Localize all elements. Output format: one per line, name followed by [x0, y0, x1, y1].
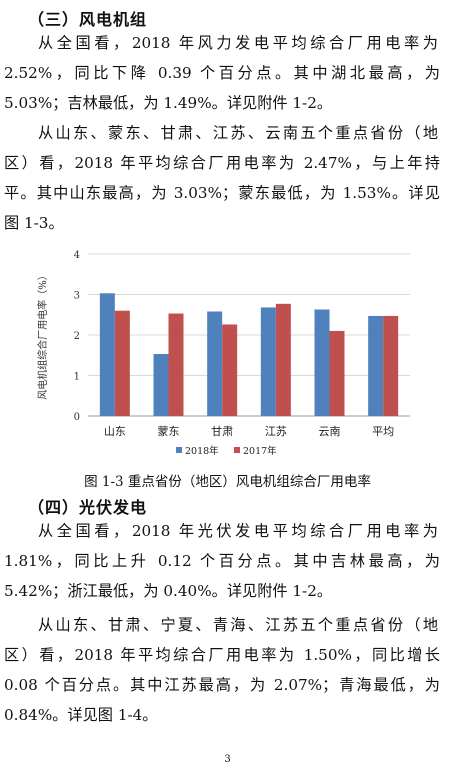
bar [383, 315, 399, 416]
text-line: 从山东、蒙东、甘肃、江苏、云南五个重点省份（地 [38, 124, 438, 142]
text-line: 0.08 个百分点。其中江苏最高，为 2.07%；青海最低，为 [4, 676, 440, 694]
text-line: 图 1-3。 [4, 214, 64, 232]
text-line: 2.52%，同比下降 0.39 个百分点。其中湖北最高，为 [4, 64, 440, 82]
bar [99, 293, 115, 416]
y-tick-label: 4 [74, 250, 80, 261]
y-axis-title: 风电机组综合厂用电率（%） [36, 270, 49, 400]
y-tick-label: 3 [74, 291, 80, 302]
text-line: 平。其中山东最高，为 3.03%；蒙东最低，为 1.53%。详见 [4, 184, 440, 202]
text-line: 从山东、甘肃、宁夏、青海、江苏五个重点省份（地 [38, 616, 438, 634]
text-line: 区）看，2018 年平均综合厂用电率为 1.50%，同比增长 [4, 646, 440, 664]
text-line: 0.84%。详见图 1-4。 [4, 706, 158, 724]
legend-entry: 2017年 [243, 445, 277, 457]
bar [314, 309, 330, 416]
x-tick-label: 甘肃 [211, 425, 233, 438]
bar [368, 315, 384, 416]
x-tick-label: 山东 [104, 425, 126, 438]
x-tick-label: 蒙东 [158, 425, 180, 438]
y-tick-label: 0 [74, 412, 80, 423]
wind-utilization-chart: 0 1 2 3 4 风电机组综合厂用电率（%） 山东 蒙东 甘肃 江苏 云南 平均 2018年 2017年 [34, 246, 420, 468]
bar [329, 330, 345, 416]
text-line: 区）看，2018 年平均综合厂用电率为 2.47%，与上年持 [4, 154, 440, 172]
bar [207, 311, 223, 416]
y-tick-label: 1 [74, 372, 80, 383]
bar [260, 307, 276, 416]
legend-entry: 2018年 [185, 445, 219, 457]
page-number: 3 [224, 754, 231, 765]
text-line: 从全国看，2018 年光伏发电平均综合厂用电率为 [38, 522, 438, 540]
bar [168, 313, 184, 416]
text-line: 5.42%；浙江最低，为 0.40%。详见附件 1-2。 [4, 582, 333, 600]
section-heading-pv: （四）光伏发电 [28, 498, 148, 517]
text-line: 1.81%，同比上升 0.12 个百分点。其中吉林最高，为 [4, 552, 440, 570]
bar-chart-svg: 0 1 2 3 4 风电机组综合厂用电率（%） 山东 蒙东 甘肃 江苏 云南 平均 2018年 2017年 [36, 250, 410, 457]
figure-caption: 图 1-3 重点省份（地区）风电机组综合厂用电率 [84, 474, 371, 490]
y-tick-label: 2 [74, 331, 80, 342]
legend-swatch [234, 447, 240, 453]
bar [222, 324, 238, 416]
x-tick-label: 江苏 [265, 425, 287, 438]
x-tick-label: 云南 [319, 425, 341, 438]
legend-swatch [176, 447, 182, 453]
text-line: 5.03%；吉林最低，为 1.49%。详见附件 1-2。 [4, 94, 333, 112]
bar [275, 303, 291, 416]
text-line: 从全国看，2018 年风力发电平均综合厂用电率为 [38, 34, 438, 52]
section-heading-wind: （三）风电机组 [28, 10, 148, 29]
bar [153, 354, 169, 416]
bar [114, 310, 130, 416]
x-tick-label: 平均 [372, 425, 394, 438]
